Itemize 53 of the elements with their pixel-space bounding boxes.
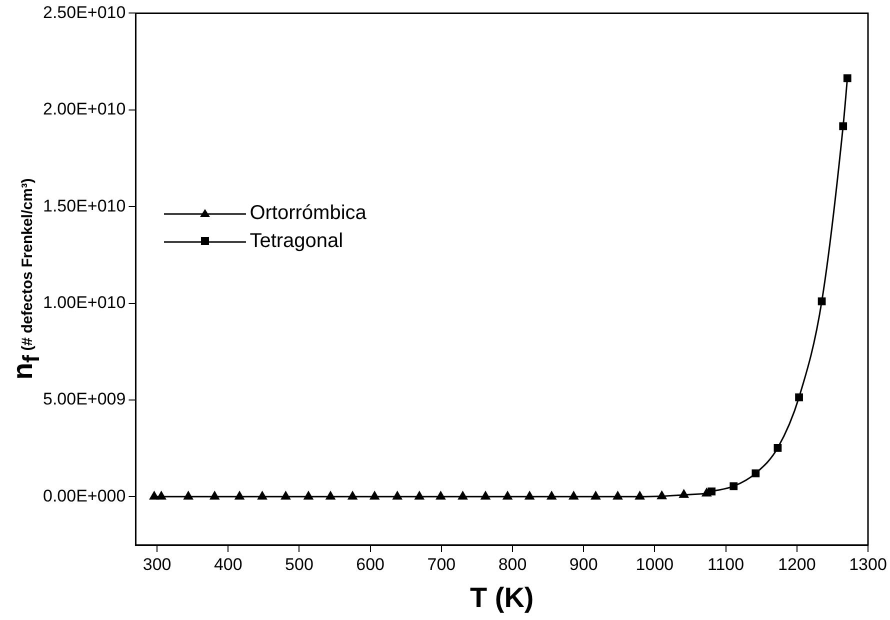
x-tick-label: 600: [356, 554, 385, 574]
x-tick-label: 1200: [778, 554, 816, 574]
point: [210, 491, 220, 500]
x-tick-label: 300: [142, 554, 172, 574]
point: [304, 491, 314, 500]
point: [613, 491, 622, 500]
point: [281, 491, 290, 500]
x-tick-label: 500: [285, 554, 314, 574]
legend-label: Ortorrómbica: [250, 202, 366, 225]
point: [818, 297, 826, 306]
x-tick-label: 1000: [636, 554, 674, 574]
point: [348, 491, 358, 500]
x-tick-label: 900: [569, 554, 598, 574]
point: [234, 491, 244, 500]
point: [635, 491, 644, 500]
y-tick-label: 5.00E+009: [43, 390, 126, 409]
point: [730, 482, 738, 490]
point: [795, 393, 803, 402]
x-tick-label: 800: [498, 554, 527, 574]
point: [839, 122, 848, 130]
point: [480, 491, 490, 500]
point: [156, 491, 166, 500]
point: [258, 491, 267, 500]
x-tick-label: 400: [214, 554, 242, 574]
x-tick-label: 1300: [849, 554, 887, 574]
point: [774, 444, 782, 452]
point: [370, 491, 380, 500]
point: [436, 491, 446, 500]
point: [326, 491, 336, 500]
point: [546, 491, 556, 500]
point: [150, 491, 159, 500]
x-axis-title: T (K): [470, 582, 534, 613]
point: [702, 488, 712, 497]
y-tick-label: 0.00E+000: [43, 486, 126, 506]
point: [524, 491, 534, 500]
point: [458, 491, 468, 500]
point: [591, 491, 600, 500]
point: [414, 491, 424, 500]
x-tick-label: 1100: [708, 554, 744, 574]
y-tick-label: 2.50E+010: [43, 2, 126, 22]
point: [657, 491, 666, 500]
point: [679, 490, 689, 498]
y-tick-label: 2.00E+010: [43, 100, 126, 119]
y-tick-label: 1.00E+010: [43, 292, 126, 312]
legend-label: Tetragonal: [250, 230, 344, 253]
point: [392, 491, 402, 500]
x-tick-label: 700: [427, 554, 456, 574]
point: [843, 74, 852, 82]
point: [184, 491, 193, 500]
point: [502, 491, 512, 500]
point: [569, 491, 578, 500]
point: [752, 469, 760, 478]
y-tick-label: 1.50E+010: [43, 196, 126, 216]
